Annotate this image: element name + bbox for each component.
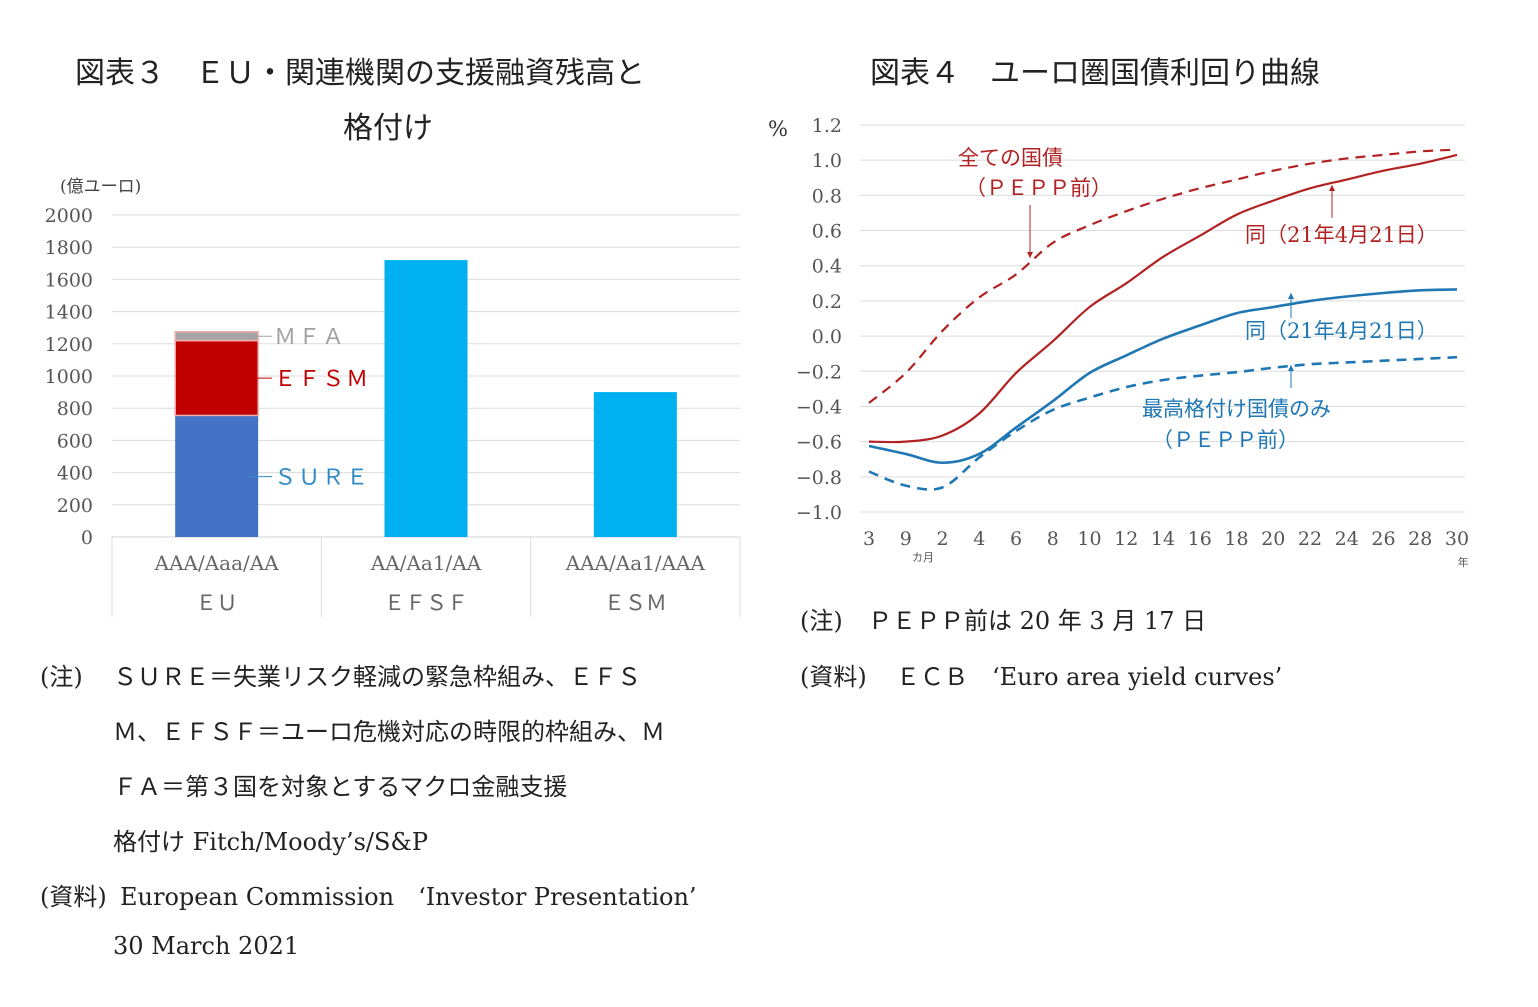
note-text: ＳＵＲＥ＝失業リスク軽減の緊急枠組み、ＥＦＳ <box>113 663 641 691</box>
series-line <box>868 148 1458 404</box>
bar-segment <box>593 392 677 537</box>
line-chart: % 1.2 1.0 0.8 0.6 0.4 0.2 0.0 −0.2 −0.4 −0.6 −0.8 −1… <box>768 115 1469 569</box>
segment-label: ＳＵＲＥ <box>274 466 370 491</box>
category-rating: AAA/Aaa/AA <box>154 551 280 575</box>
annotation-label: （ＰＥＰＰ前） <box>965 176 1112 200</box>
x-unit-years: 年 <box>1458 555 1469 569</box>
x-tick-label: 16 <box>1188 528 1212 550</box>
y-tick-label: 200 <box>57 495 93 517</box>
y-tick-label: 0.4 <box>812 256 842 278</box>
source-date: 30 March 2021 <box>113 932 300 960</box>
note-text: 格付け Fitch/Moody’s/S&P <box>113 828 428 856</box>
arrow-head <box>1288 365 1294 371</box>
x-tick-label: 10 <box>1077 528 1101 550</box>
y-tick-label: −0.4 <box>796 396 842 418</box>
note-text: ＦＡ＝第３国を対象とするマクロ金融支援 <box>113 773 568 801</box>
y-tick-label: 600 <box>57 430 93 452</box>
x-tick-label: 2 <box>936 528 948 550</box>
x-tick-label: 18 <box>1224 528 1248 550</box>
source-prefix: (資料) <box>40 883 107 911</box>
note-prefix: (注) <box>800 607 843 635</box>
source-prefix: (資料) <box>800 663 867 691</box>
y-tick-label: 800 <box>57 398 93 420</box>
category-rating: AAA/Aa1/AAA <box>565 551 706 575</box>
arrow-head <box>1288 293 1294 299</box>
category-name: ＥＳＭ <box>604 591 667 615</box>
bar-segment <box>175 415 259 537</box>
category-name: ＥＦＳＦ <box>384 591 468 615</box>
annotation-label: （ＰＥＰＰ前） <box>1152 428 1299 452</box>
x-tick-label: 12 <box>1114 528 1138 550</box>
y-tick-label: −0.8 <box>796 467 842 489</box>
y-tick-label: 1200 <box>45 334 93 356</box>
y-tick-label: 1000 <box>45 366 93 388</box>
x-tick-label: 8 <box>1047 528 1059 550</box>
right-title: 図表４ ユーロ圏国債利回り曲線 <box>870 56 1320 91</box>
y-axis-unit: % <box>768 117 788 141</box>
y-tick-label: 1800 <box>45 237 93 259</box>
y-tick-label: 1.0 <box>812 150 842 172</box>
y-tick-label: 1.2 <box>812 115 842 137</box>
arrow-head <box>1329 185 1335 191</box>
y-tick-label: 2000 <box>45 205 93 227</box>
x-tick-label: 14 <box>1151 528 1175 550</box>
bar-segment <box>174 330 259 342</box>
x-tick-label: 26 <box>1371 528 1395 550</box>
category-name: ＥＵ <box>196 591 238 615</box>
left-title-line2: 格付け <box>343 111 433 146</box>
x-tick-label: 22 <box>1298 528 1322 550</box>
bar-chart: (億ユーロ) 0 200 400 600 800 1000 1200 1400 1600 1800 2… <box>45 177 741 617</box>
y-tick-label: 0.2 <box>812 291 842 313</box>
source-text: ＥＣＢ ‘Euro area yield curves’ <box>896 663 1283 691</box>
y-tick-label: −0.6 <box>796 432 842 454</box>
bar-segment <box>384 260 468 537</box>
arrow-head <box>1027 252 1033 258</box>
bar-segment <box>174 339 259 417</box>
x-tick-label: 3 <box>863 528 875 550</box>
category-rating: AA/Aa1/AA <box>370 551 482 575</box>
y-tick-label: 1400 <box>45 302 93 324</box>
y-tick-label: −0.2 <box>796 361 842 383</box>
annotation-label: 同（21年4月21日） <box>1245 223 1438 247</box>
segment-label: ＭＦＡ <box>274 325 346 350</box>
x-tick-label: 9 <box>900 528 912 550</box>
y-tick-label: 1600 <box>45 269 93 291</box>
note-prefix: (注) <box>40 663 83 691</box>
series-line <box>868 153 1458 444</box>
left-title-line1: 図表３ ＥＵ・関連機関の支援融資残高と <box>75 56 645 91</box>
note-text: ＰＥＰＰ前は 20 年 3 月 17 日 <box>868 607 1207 635</box>
annotation-label: 全ての国債 <box>958 146 1063 170</box>
y-tick-label: 0 <box>81 527 93 549</box>
x-tick-label: 30 <box>1445 528 1469 550</box>
series-line <box>868 355 1458 491</box>
y-tick-label: 0.6 <box>812 221 842 243</box>
y-axis-unit: (億ユーロ) <box>60 177 141 197</box>
x-tick-label: 28 <box>1408 528 1432 550</box>
annotation-label: 最高格付け国債のみ <box>1142 397 1331 421</box>
x-unit-months: カ月 <box>912 551 934 564</box>
x-tick-label: 20 <box>1261 528 1285 550</box>
series-line <box>868 288 1458 465</box>
y-tick-label: 400 <box>57 463 93 485</box>
y-tick-label: 0.0 <box>812 326 842 348</box>
segment-label: ＥＦＳＭ <box>274 367 370 392</box>
x-tick-label: 6 <box>1010 528 1022 550</box>
source-text: European Commission ‘Investor Presentati… <box>120 883 697 911</box>
y-tick-label: −1.0 <box>796 502 842 524</box>
x-tick-label: 24 <box>1335 528 1359 550</box>
annotation-label: 同（21年4月21日） <box>1245 319 1438 343</box>
note-text: Ｍ、ＥＦＳＦ＝ユーロ危機対応の時限的枠組み、Ｍ <box>113 718 665 746</box>
x-tick-label: 4 <box>973 528 985 550</box>
y-tick-label: 0.8 <box>812 185 842 207</box>
